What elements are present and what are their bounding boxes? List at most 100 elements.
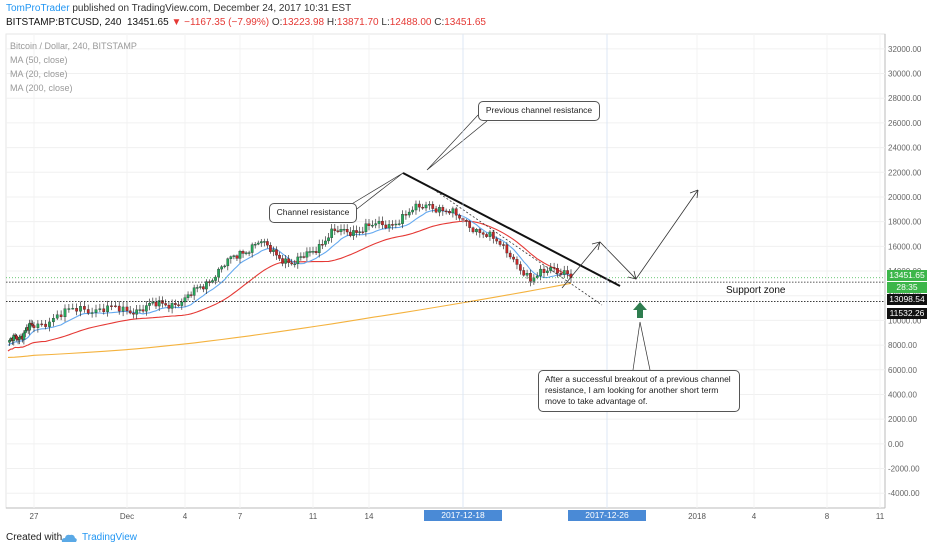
candle-body [478,229,482,233]
candle-body [336,230,340,232]
publish-line: TomProTrader published on TradingView.co… [6,3,351,14]
time-tick-label: 11 [309,512,318,521]
channel-resistance-callout[interactable]: Channel resistance [269,203,357,223]
candle-body [71,308,75,310]
candle-body [333,228,337,231]
candle-body [161,300,164,304]
candle-body [18,336,21,340]
support-zone-label: Support zone [726,285,786,296]
legend-ma200[interactable]: MA (200, close) [10,83,73,93]
candle-body [296,256,300,265]
legend-ma50[interactable]: MA (50, close) [10,55,68,65]
candle-body [36,323,40,328]
price-tick-label: 30000.00 [888,70,922,79]
candle-body [284,258,287,264]
candle-body [148,303,151,306]
tradingview-brand[interactable]: TradingView [60,532,137,543]
candle-body [102,308,106,313]
countdown-tag: 28:35 [887,282,927,293]
candle-body [327,237,330,242]
candle-body [556,268,559,274]
cloud-logo-icon [61,534,77,542]
candle-body [110,305,113,307]
candle-body [367,223,371,226]
candle-body [247,252,251,254]
candle-body [464,220,468,222]
ma50-path [7,220,572,352]
candle-body [401,214,404,224]
candle-body [223,265,227,268]
candle-body [515,259,519,265]
candle-body [186,294,190,298]
candle-body [491,231,495,239]
candle-body [502,244,505,246]
candle-body [125,306,129,311]
candle-body [330,228,334,238]
candle-body [75,308,78,312]
ohlc-line: BITSTAMP:BTCUSD, 240 13451.65 ▼ −1167.35… [6,17,486,28]
candle-body [384,224,388,229]
price-tick-label: 28000.00 [888,94,922,103]
low-value: 12488.00 [389,17,432,28]
candle-body [314,251,318,254]
time-tick-label: 7 [238,512,243,521]
candle-body [391,224,394,226]
candle-body [90,312,94,314]
price-tick-label: 6000.00 [888,366,917,375]
candle-body [458,215,461,219]
candle-body [317,244,321,254]
candle-body [546,270,549,273]
candle-body [40,323,44,326]
time-tick-label: 14 [365,512,374,521]
price-tick-label: 2000.00 [888,415,917,424]
candle-body [302,256,306,258]
candle-body [22,332,26,340]
candle-body [320,244,324,246]
candle-body [471,227,475,233]
candle-body [157,300,161,307]
candle-body [189,294,193,296]
candle-body [31,323,34,326]
open-value: 13223.98 [282,17,325,28]
candle-body [167,304,171,309]
projection-arrowhead [627,270,637,280]
time-tick-label: 11 [876,512,885,521]
candle-body [44,323,47,327]
candle-body [498,240,502,245]
candle-body [358,231,362,233]
candle-body [411,209,414,213]
close-label: C: [434,17,445,28]
candle-body [281,258,284,264]
legend-ma20[interactable]: MA (20, close) [10,69,68,79]
candle-body [117,305,121,312]
candle-body [154,301,158,307]
ma50-line [7,220,572,352]
drawings [6,34,885,508]
candle-body [387,224,391,229]
candle-body [364,223,368,232]
candle-body [86,309,90,314]
candle-body [241,251,245,254]
chart-grid [5,33,886,509]
candle-body [94,309,98,313]
author-link[interactable]: TomProTrader [6,3,70,14]
candle-body [173,303,177,305]
price-tick-label: 20000.00 [888,193,922,202]
down-triangle-icon: ▼ [171,17,182,28]
trade-note-callout[interactable]: After a successful breakout of a previou… [538,370,740,412]
candle-body [311,251,315,253]
candle-body [195,287,199,289]
date-tag-b: 2017-12-26 12:00:00 [568,510,646,531]
candle-body [342,228,346,231]
previous-channel-line [429,186,603,306]
candle-body [177,304,180,306]
previous-channel-callout[interactable]: Previous channel resistance [478,101,600,121]
candle-body [542,268,546,273]
candle-body [355,230,358,233]
candle-body [424,204,428,209]
candle-body [229,256,233,259]
up-arrow-icon [633,302,647,318]
published-text: published on TradingView.com, December 2… [72,3,352,14]
candle-body [15,335,19,340]
